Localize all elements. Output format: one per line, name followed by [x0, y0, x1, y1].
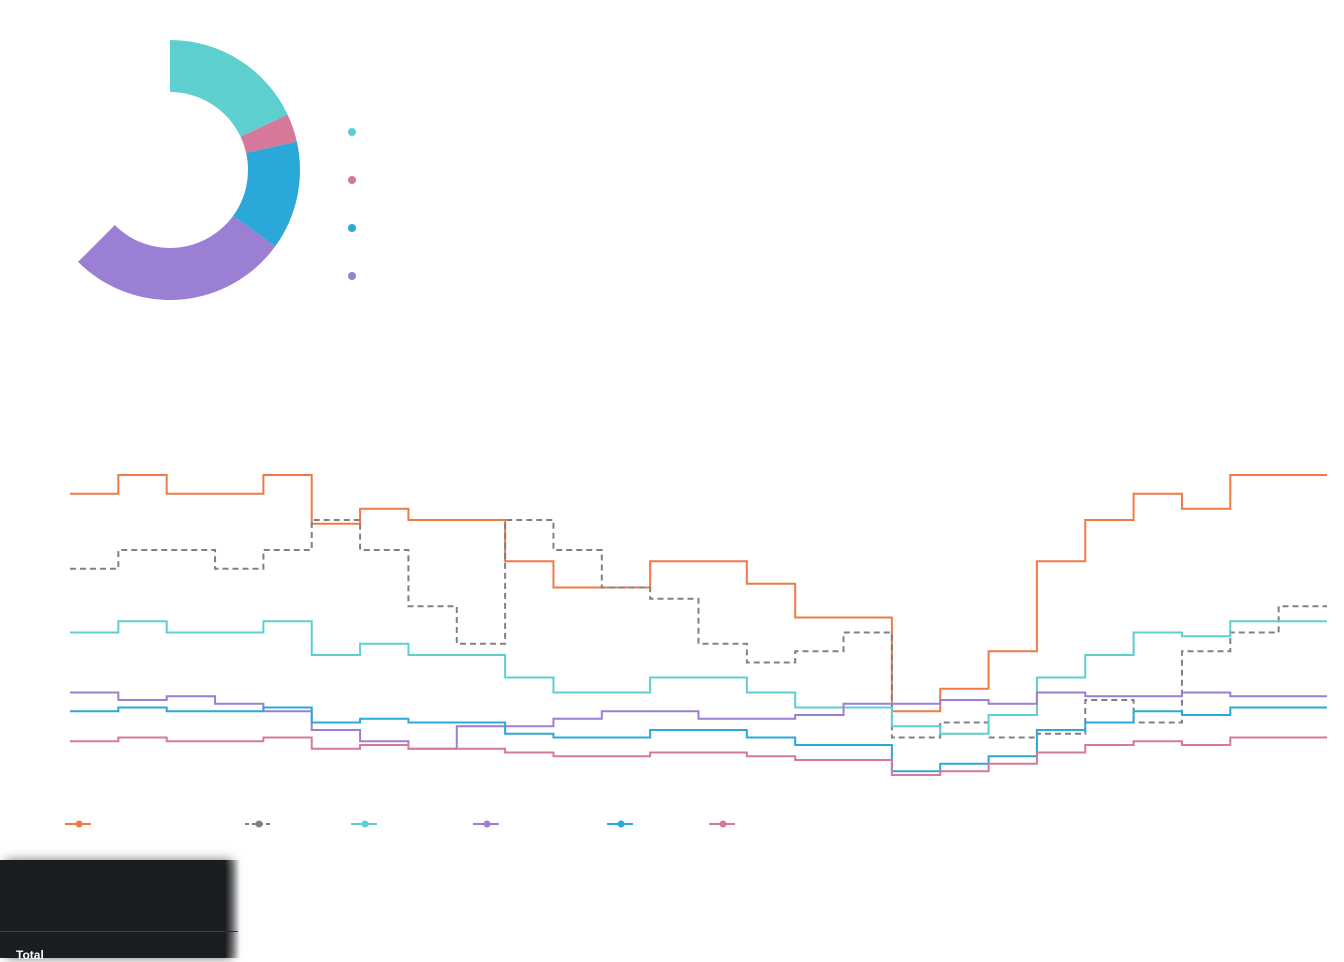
line-legend-marker-5 [617, 820, 625, 828]
summary-panel: Total [0, 860, 238, 962]
line-legend-item-6[interactable] [709, 820, 735, 828]
line-legend-item-1[interactable] [65, 820, 91, 828]
series-line-2[interactable] [70, 519, 1327, 739]
line-legend-item-3[interactable] [351, 820, 377, 828]
donut-legend-marker-1[interactable] [348, 128, 356, 136]
donut-slice-1[interactable] [170, 40, 288, 137]
step-line-chart [65, 474, 1327, 828]
line-legend-marker-4 [483, 820, 491, 828]
donut-slice-3[interactable] [233, 141, 300, 247]
line-legend-marker-6 [719, 820, 727, 828]
series-line-5[interactable] [70, 706, 1327, 773]
donut-legend-marker-4[interactable] [348, 272, 356, 280]
panel-divider [0, 931, 238, 932]
panel-shadow-edge [226, 860, 240, 958]
donut-chart [78, 40, 356, 300]
line-legend-marker-3 [361, 820, 369, 828]
series-line-3[interactable] [70, 620, 1327, 735]
donut-slice-2[interactable] [240, 114, 297, 153]
line-legend-item-2[interactable] [245, 820, 271, 828]
line-legend-marker-1 [75, 820, 83, 828]
series-line-6[interactable] [70, 736, 1327, 776]
line-legend-item-5[interactable] [607, 820, 633, 828]
donut-legend-marker-2[interactable] [348, 176, 356, 184]
donut-slice-4[interactable] [78, 215, 276, 300]
total-label: Total [16, 948, 44, 962]
line-legend-marker-2 [255, 820, 263, 828]
line-legend-item-4[interactable] [473, 820, 499, 828]
series-line-1[interactable] [70, 474, 1327, 713]
donut-legend-marker-3[interactable] [348, 224, 356, 232]
